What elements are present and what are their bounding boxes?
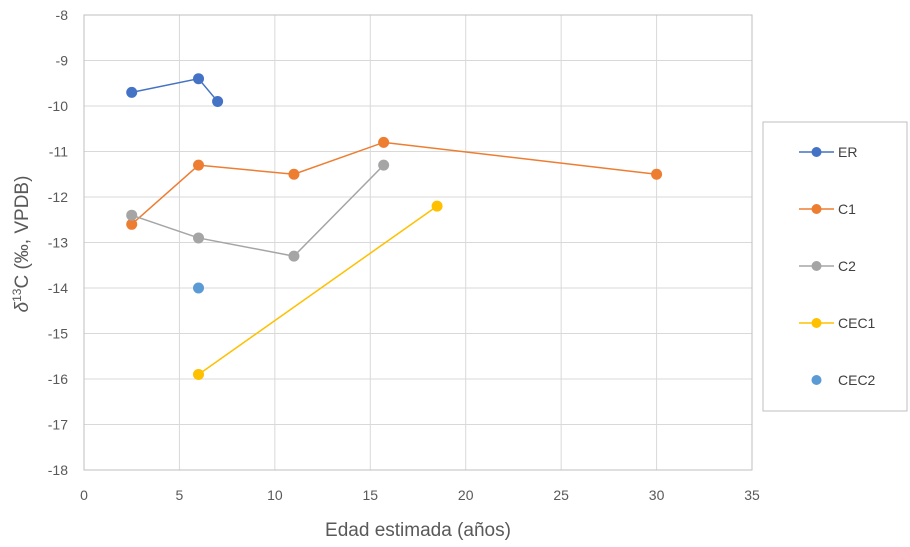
y-tick-label: -17 [48,417,68,433]
data-point-c1 [378,136,390,148]
series-er [126,73,224,107]
data-point-c1 [126,218,138,230]
legend-marker [811,204,822,214]
y-tick-label: -12 [48,189,68,205]
legend-label: CEC1 [838,315,876,331]
data-point-cec1 [193,368,205,380]
legend-marker [811,261,822,271]
series-line-cec1 [198,205,438,376]
data-point-cec2 [193,282,205,294]
x-tick-label: 35 [744,487,760,503]
series-c2 [126,159,390,262]
series-line-c1 [131,141,657,225]
series-cec1 [193,200,443,380]
y-axis-ticks: -18 -17 -16 -15 -14 -13 -12 -11 -10 -9 -8 [48,7,68,478]
series-line-er [131,77,219,102]
legend-item-er: ER [799,144,857,160]
y-axis-title-superscript: 13 [10,288,24,302]
y-tick-label: -18 [48,462,68,478]
legend-marker [811,318,822,328]
legend-item-c2: C2 [799,258,856,274]
data-point-c1 [193,159,205,171]
data-point-c2 [193,232,205,244]
y-tick-label: -9 [56,53,69,69]
x-tick-label: 10 [267,487,283,503]
legend-box [762,121,908,412]
series-cec2 [193,282,205,294]
legend-marker [811,375,822,385]
data-point-c2 [378,159,390,171]
y-tick-label: -10 [48,98,68,114]
legend: ER C1 C2 CEC1 CEC2 [762,121,908,412]
x-tick-label: 20 [458,487,474,503]
legend-label: CEC2 [838,372,876,388]
y-tick-label: -14 [48,280,68,296]
data-point-cec1 [431,200,443,212]
y-axis-title-prefix: δ [12,301,33,312]
y-tick-label: -13 [48,235,68,251]
y-axis-title-suffix: C (‰, VPDB) [12,176,33,289]
plot-area [83,14,753,471]
y-tick-label: -16 [48,371,68,387]
data-point-c1 [288,168,300,180]
series-layer [126,73,663,380]
x-tick-label: 25 [553,487,569,503]
data-point-er [193,73,205,85]
y-tick-label: -8 [56,7,69,23]
data-point-c1 [651,168,663,180]
data-point-er [212,95,224,107]
series-line-c2 [131,164,385,257]
x-axis-title: Edad estimada (años) [325,520,511,541]
data-point-c2 [288,250,300,262]
legend-item-c1: C1 [799,201,856,217]
legend-label: C2 [838,258,856,274]
series-c1 [126,136,663,230]
legend-item-cec1: CEC1 [799,315,876,331]
legend-marker [811,147,822,157]
y-tick-label: -15 [48,326,68,342]
data-point-c2 [126,209,138,221]
x-tick-label: 30 [649,487,665,503]
data-point-er [126,86,138,98]
x-tick-label: 0 [80,487,88,503]
x-tick-label: 5 [176,487,184,503]
x-axis-ticks: 0 5 10 15 20 25 30 35 [80,487,760,503]
grid [83,14,753,471]
legend-item-cec2: CEC2 [811,372,876,388]
x-tick-label: 15 [362,487,378,503]
y-tick-label: -11 [49,144,68,160]
y-axis-title: δ13C (‰, VPDB) [10,176,33,313]
legend-label: ER [838,144,857,160]
legend-label: C1 [838,201,856,217]
